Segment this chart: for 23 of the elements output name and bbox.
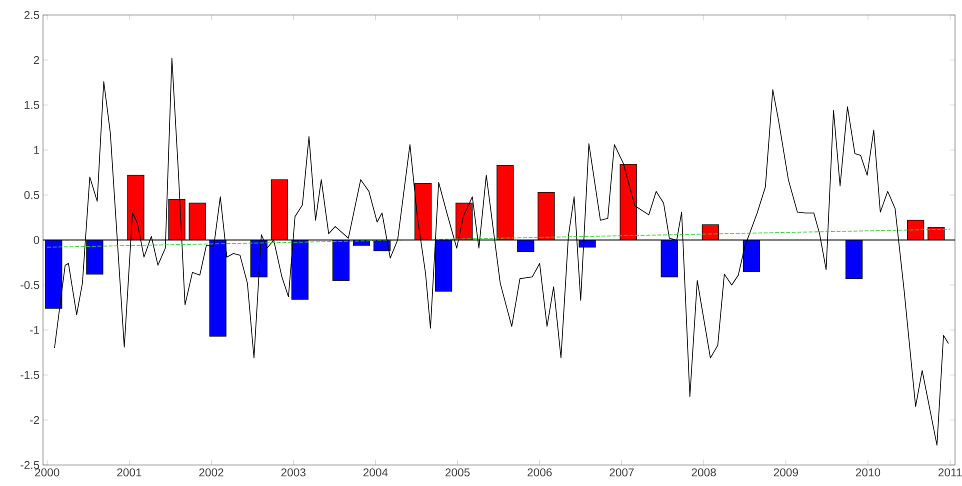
y-tick-label: -1 bbox=[30, 326, 40, 334]
y-tick-label: -0.5 bbox=[20, 281, 40, 290]
y-tick-label: 1 bbox=[34, 146, 40, 154]
y-tick-label: -2 bbox=[30, 416, 40, 424]
x-tick-label: 2007 bbox=[610, 468, 634, 476]
x-tick-label: 2008 bbox=[692, 468, 716, 476]
x-tick-label: 2009 bbox=[774, 468, 798, 476]
x-tick-label: 2002 bbox=[199, 468, 224, 476]
x-tick-label: 2001 bbox=[117, 468, 142, 476]
y-tick-label: -2.5 bbox=[20, 460, 40, 470]
y-tick-label: 1.5 bbox=[24, 101, 40, 109]
x-tick-label: 2010 bbox=[856, 468, 880, 476]
x-tick-label: 2004 bbox=[363, 468, 388, 476]
y-tick-label: 0 bbox=[34, 236, 40, 244]
y-tick-label: 2.5 bbox=[24, 11, 40, 20]
x-tick-label: 2000 bbox=[35, 468, 60, 476]
x-tick-label: 2011 bbox=[938, 468, 962, 476]
y-tick-label: 2 bbox=[34, 56, 40, 64]
x-tick-label: 2005 bbox=[446, 468, 470, 476]
x-tick-label: 2003 bbox=[281, 468, 306, 476]
x-tick-label: 2006 bbox=[528, 468, 552, 476]
y-tick-label: 0.5 bbox=[24, 191, 40, 200]
y-tick-label: -1.5 bbox=[20, 371, 40, 379]
